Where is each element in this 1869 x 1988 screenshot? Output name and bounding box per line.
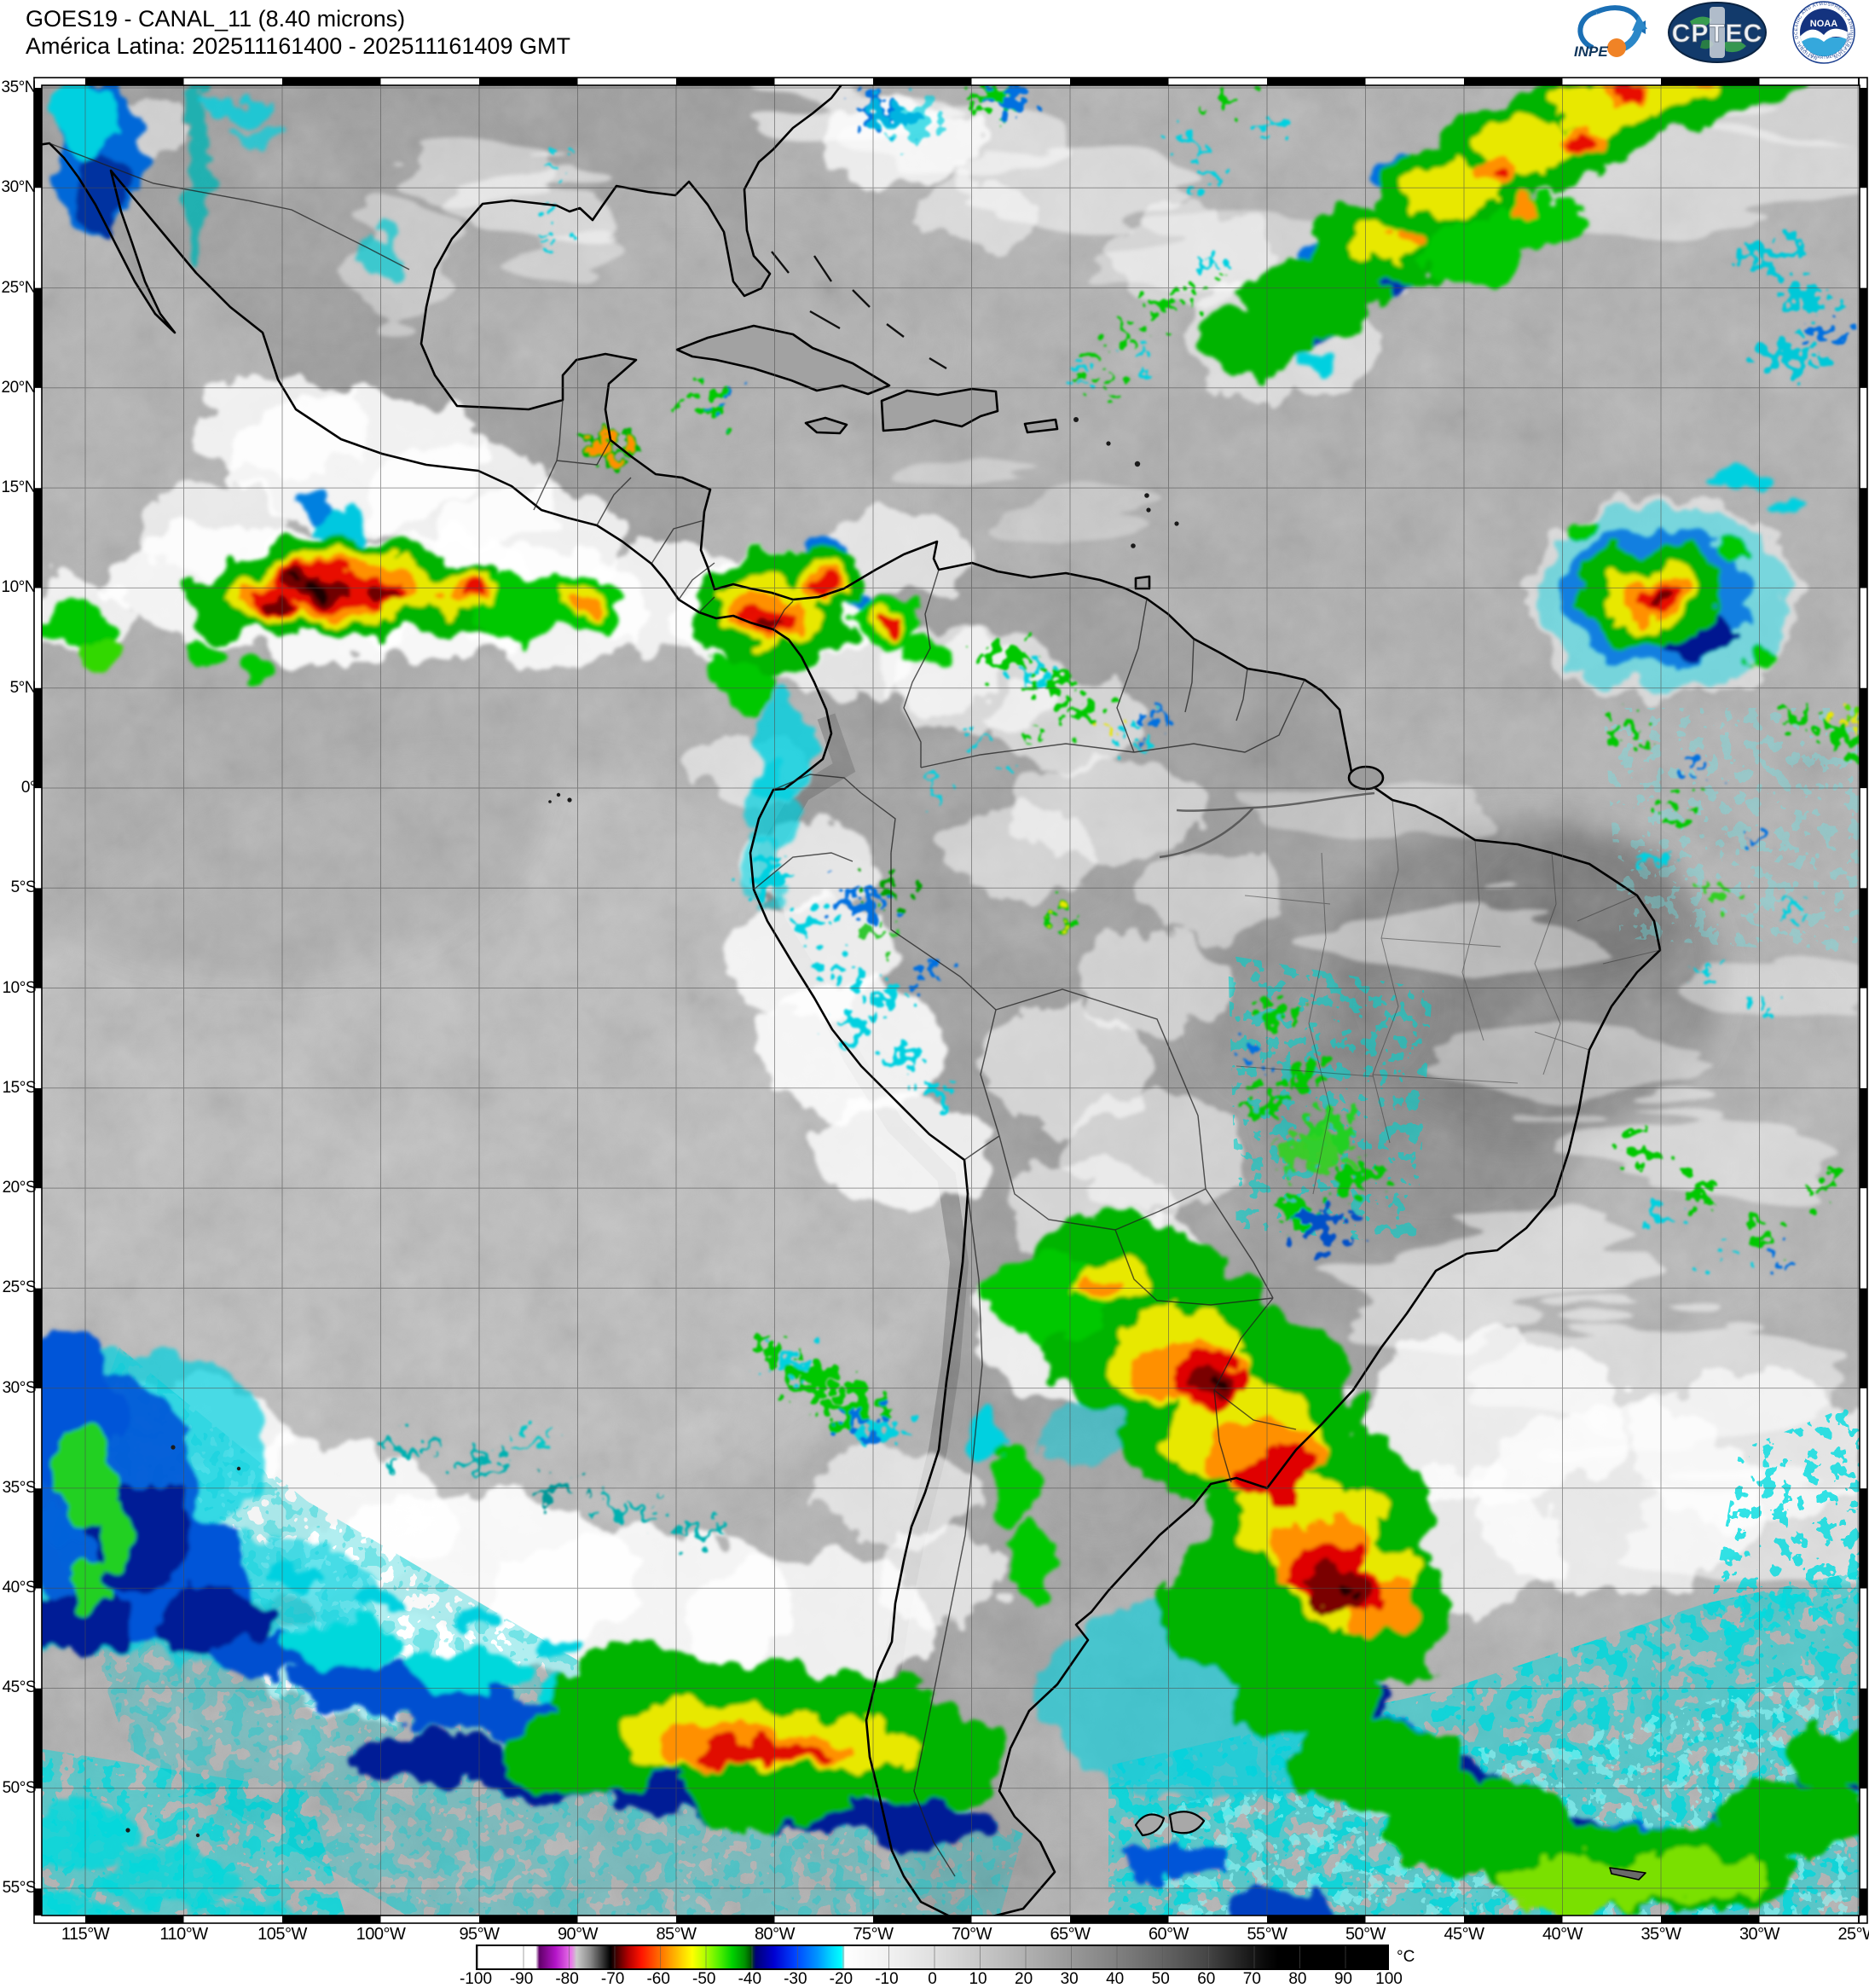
lat-label: 20°S [2,1179,37,1197]
colorbar-tick-label: -80 [555,1970,579,1988]
lat-label: 0° [20,778,37,797]
coastlines [42,85,1662,1916]
noaa-logo: NATIONAL OCEANIC AND ATMOSPHERIC ADMINIS… [1779,0,1855,64]
convection-atlantic-band-trail [861,85,1843,394]
convection-atlantic-east-cell [1535,466,1816,691]
colorbar-tick-label: -90 [509,1970,534,1988]
inpe-swirl-icon [1577,9,1598,50]
jamaica-island [804,416,848,435]
colorbar-tick-label: -40 [738,1970,762,1988]
south-georgia-island [1609,1867,1646,1881]
lon-label: 70°W [951,1925,992,1944]
colorbar-tick-label: 70 [1242,1970,1261,1988]
colorbar-tick-label: 30 [1060,1970,1079,1988]
colorbar-tick-label: 40 [1106,1970,1125,1988]
colorbar-tick-label: -20 [829,1970,853,1988]
product-title: GOES19 - CANAL_11 (8.40 microns) [26,6,406,32]
hispaniola-island [880,387,999,432]
lon-label: 115°W [61,1925,110,1944]
inpe-orange-dot-icon [1607,38,1626,57]
colorbar-tick-label: -60 [646,1970,670,1988]
lat-label: 30°S [2,1378,37,1397]
lat-label: 15°N [1,478,37,497]
cptec-logo: CPTEC [1668,2,1767,63]
colorbar-tick-label: 0 [928,1970,937,1988]
colorbar-tick-label: 60 [1197,1970,1216,1988]
lon-label: 85°W [656,1925,697,1944]
inpe-label: INPE [1574,43,1608,60]
lat-label: 25°S [2,1278,37,1297]
lat-label: 40°S [2,1579,37,1597]
lon-label: 45°W [1444,1925,1484,1944]
lon-label: 55°W [1247,1925,1287,1944]
map-frame [33,77,1868,1924]
lon-label: 65°W [1050,1925,1091,1944]
lat-label: 5°S [10,878,37,897]
colorbar-tick-label: 20 [1015,1970,1033,1988]
trinidad-island [1134,575,1151,590]
lat-label: 35°N [1,78,37,96]
lon-label: 80°W [754,1925,796,1944]
colorbar-tick-label: 100 [1375,1970,1403,1988]
convection-south-comma [972,1211,1860,1916]
lon-label: 105°W [257,1925,307,1944]
lat-label: 15°S [2,1078,37,1097]
convection-southwest-pacific [42,1330,1006,1916]
falkland-islands [1134,1811,1206,1837]
lon-label: 30°W [1739,1925,1780,1944]
puerto-rico-island [1023,418,1059,434]
small-islands [125,417,1179,1838]
colorbar-tick-label: 90 [1334,1970,1352,1988]
lat-label: 55°S [2,1879,37,1898]
lat-label: 20°N [1,378,37,397]
colorbar-tick-label: -100 [459,1970,493,1988]
lat-label: 30°N [1,178,37,197]
lon-label: 40°W [1542,1925,1583,1944]
amazon-river [1159,791,1375,859]
lat-label: 10°N [1,578,37,597]
colorbar-tick-label: 50 [1151,1970,1170,1988]
product-timestamp: América Latina: 202511161400 - 202511161… [26,33,570,59]
lon-label: 100°W [356,1925,406,1944]
graticule [42,85,1860,1916]
convection-amazon-peru-speckles [749,868,952,1099]
colorbar-tick-label: 80 [1288,1970,1307,1988]
lat-label: 50°S [2,1778,37,1797]
colorbar-tick-label: -10 [875,1970,899,1988]
lon-label: 25°W [1837,1925,1869,1944]
lat-label: 10°S [2,978,37,997]
colorbar-tick-label: -70 [600,1970,625,1988]
convection-atlantic-ne-band [1194,85,1803,377]
colorbar-tick-label: -50 [692,1970,716,1988]
cptec-label: CPTEC [1672,20,1763,48]
state-borders [1235,799,1661,1195]
noaa-seagull-icon [1800,28,1848,43]
country-borders [49,142,1305,1877]
lon-label: 95°W [459,1925,500,1944]
inpe-logo: INPE [1574,5,1647,60]
convection-ne-brazil-offshore [1617,704,1860,1269]
lat-label: 25°N [1,278,37,297]
colorbar-tick-label: -30 [784,1970,807,1988]
colorbar-unit-label: °C [1397,1948,1415,1966]
lon-label: 60°W [1148,1925,1189,1944]
lon-label: 50°W [1345,1925,1386,1944]
lat-label: 35°S [2,1478,37,1497]
lon-label: 35°W [1640,1925,1681,1944]
cuba-island [675,324,891,396]
convection-scattered-cells [387,158,1161,1536]
lon-label: 75°W [853,1925,894,1944]
lon-label: 110°W [159,1925,208,1944]
temperature-colorbar [476,1945,1389,1970]
colorbar-tick-label: 10 [969,1970,987,1988]
lat-label: 5°N [9,678,37,697]
noaa-label: NOAA [1810,19,1837,29]
lon-label: 90°W [557,1925,599,1944]
lat-label: 45°S [2,1678,37,1697]
convection-brazil-interior [1241,1003,1378,1242]
